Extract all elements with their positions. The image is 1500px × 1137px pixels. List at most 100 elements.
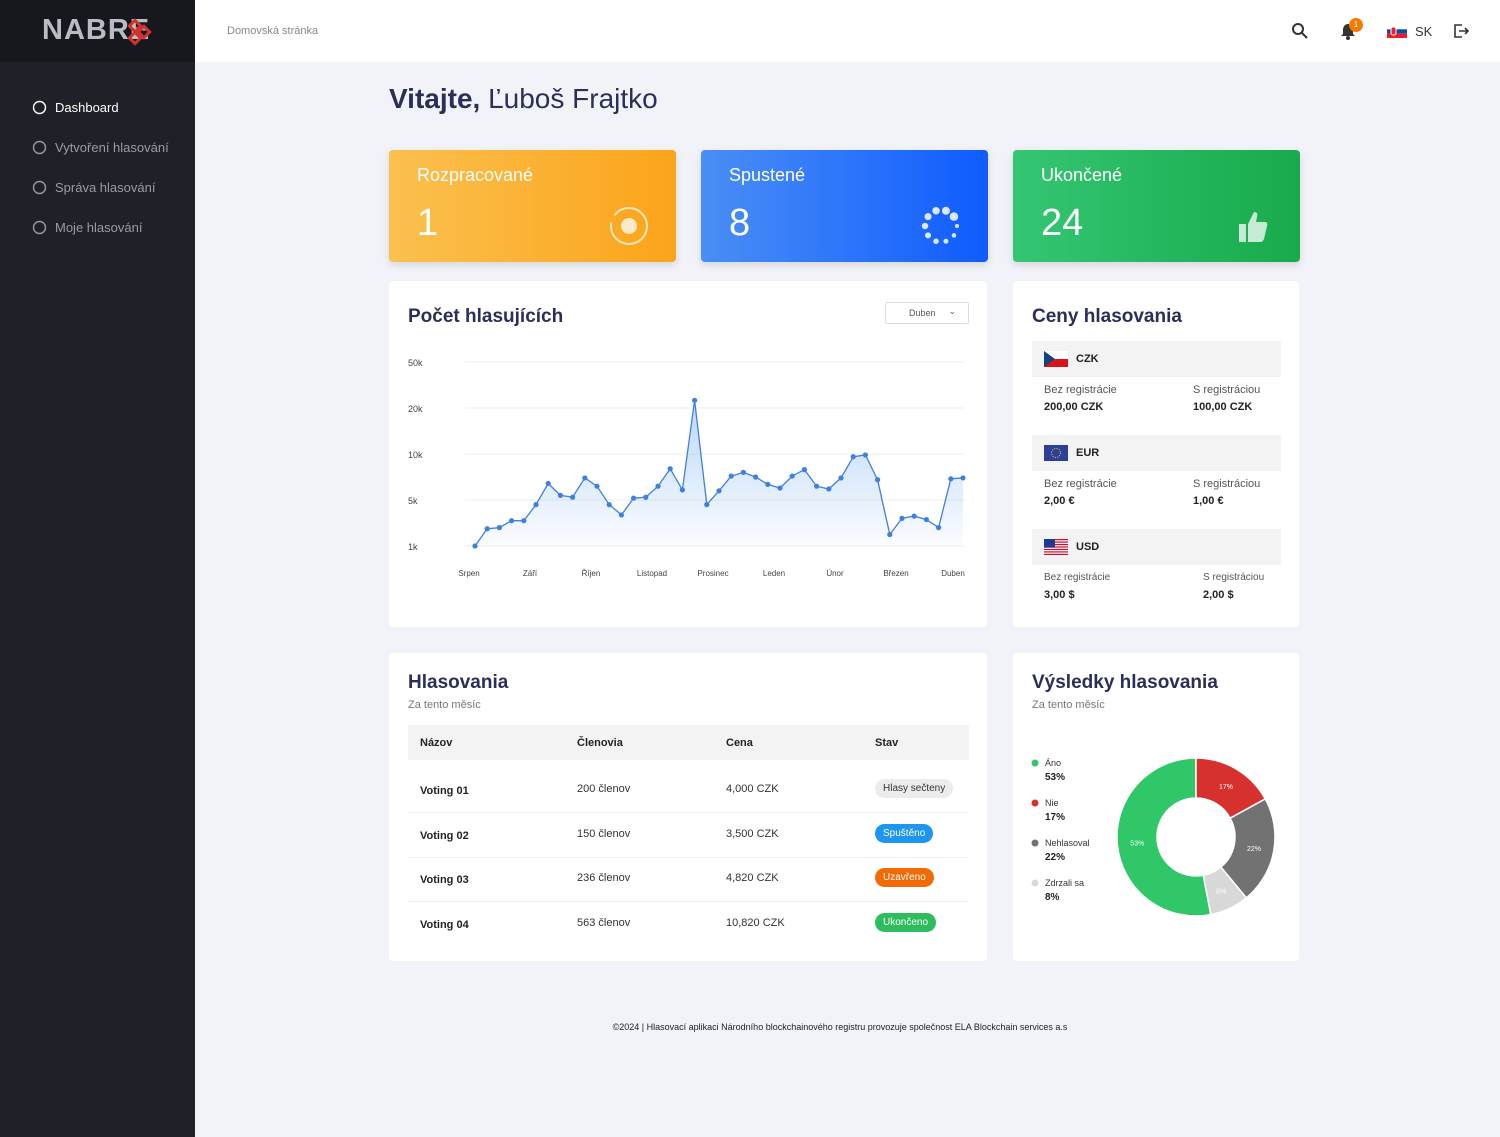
point xyxy=(814,483,820,489)
icon-shape xyxy=(921,222,929,230)
point xyxy=(557,492,563,498)
column-header: Stav xyxy=(875,737,899,749)
price-value: 2,00 € xyxy=(1044,495,1075,507)
table-cell: 10,820 CZK xyxy=(726,916,785,929)
x-tick-label: Duben xyxy=(941,569,965,578)
menu-item[interactable]: Vytvoření hlasování xyxy=(32,140,169,155)
y-tick-label: 1k xyxy=(408,542,418,552)
legend-value: 22% xyxy=(1045,852,1065,863)
logo-area: NABRE xyxy=(0,0,195,62)
legend-label: Áno xyxy=(1045,758,1061,768)
price-label: Bez registrácie xyxy=(1044,478,1117,490)
point xyxy=(887,531,893,538)
voters-card: Počet hlasujících Duben ⌄ 1k 5k 10k 20k 50k Sr… xyxy=(389,281,987,627)
point xyxy=(631,495,637,501)
table-cell: Voting 02 xyxy=(420,829,469,842)
icon-shape xyxy=(32,220,47,235)
stat-label: Spustené xyxy=(729,165,806,185)
point xyxy=(753,474,759,480)
flag-shape xyxy=(1044,539,1055,548)
flag-shape xyxy=(1051,448,1061,458)
donut-slice xyxy=(1202,865,1248,916)
point xyxy=(643,494,649,500)
x-tick-label: Prosinec xyxy=(697,569,728,578)
logout-icon[interactable] xyxy=(1453,23,1469,39)
legend-label: Nehlasoval xyxy=(1045,838,1090,848)
menu-item[interactable]: Moje hlasování xyxy=(32,220,142,235)
flag-shape xyxy=(1044,541,1068,543)
menu-item[interactable]: Správa hlasování xyxy=(32,180,155,195)
flag xyxy=(1044,539,1068,555)
point xyxy=(533,502,539,508)
table-cell: 200 členov xyxy=(577,783,631,795)
x-tick-label: Srpen xyxy=(458,569,479,578)
point xyxy=(496,525,502,531)
topbar: Domovská stránka 1 SK xyxy=(195,0,1500,62)
point xyxy=(570,494,576,500)
price-header: USD xyxy=(1032,529,1281,565)
point xyxy=(484,526,490,532)
flag-shape xyxy=(1044,351,1068,359)
status-badge: Uzavřeno xyxy=(875,868,934,887)
column-header: Členovia xyxy=(577,737,623,749)
card-title: Ceny hlasovania xyxy=(1032,306,1182,327)
menu-label: Dashboard xyxy=(55,100,119,115)
legend-dot xyxy=(1031,759,1039,767)
price-value: 1,00 € xyxy=(1193,495,1224,507)
legend-value: 8% xyxy=(1045,892,1060,903)
stat-label: Ukončené xyxy=(1041,165,1123,185)
point xyxy=(545,480,551,487)
card-subtitle: Za tento měsíc xyxy=(1032,699,1105,711)
logo-icon xyxy=(128,18,152,46)
table-header xyxy=(408,725,969,760)
legend-label: Zdrzali sa xyxy=(1045,878,1084,888)
table-cell: 4,820 CZK xyxy=(726,872,779,884)
x-tick-label: Říjen xyxy=(582,569,601,578)
point xyxy=(960,475,966,481)
card-title: Hlasovania xyxy=(408,672,509,693)
month-filter[interactable]: Duben ⌄ xyxy=(885,302,969,324)
point xyxy=(777,485,783,491)
icon-shape xyxy=(1239,212,1268,242)
table-cell: 3,500 CZK xyxy=(726,827,779,840)
table-cell: 4,000 CZK xyxy=(726,783,779,795)
prices-card: Ceny hlasovania CZK Bez registrácie 200,00… xyxy=(1013,281,1299,627)
point xyxy=(899,515,905,521)
menu-item[interactable]: Dashboard xyxy=(32,100,119,115)
menu-label: Správa hlasování xyxy=(55,180,156,195)
icon-shape xyxy=(949,212,959,221)
sidebar: NABRE Dashboard Vytvoření hlasování Správa… xyxy=(0,0,195,1137)
point xyxy=(692,397,698,403)
icon-shape xyxy=(925,232,932,239)
point xyxy=(606,502,612,508)
search-icon[interactable] xyxy=(1291,22,1309,40)
menu-label: Moje hlasování xyxy=(55,220,143,235)
y-tick-label: 10k xyxy=(408,450,423,460)
breadcrumb[interactable]: Domovská stránka xyxy=(227,25,319,37)
price-header: EUR xyxy=(1032,435,1281,471)
flag xyxy=(1044,445,1068,461)
stat-value: 24 xyxy=(1041,202,1084,244)
icon-shape xyxy=(951,233,957,238)
point xyxy=(582,475,588,481)
currency-code: CZK xyxy=(1076,353,1099,365)
icon-shape xyxy=(610,207,648,245)
y-tick-label: 20k xyxy=(408,404,423,414)
price-label: Bez registrácie xyxy=(1044,384,1117,396)
x-tick-label: Září xyxy=(523,569,538,578)
slice-label: 53% xyxy=(1130,841,1144,848)
icon-shape xyxy=(32,140,47,155)
icon-shape xyxy=(933,238,939,244)
slice-label: 22% xyxy=(1247,846,1261,853)
stat-card: Ukončené 24 xyxy=(1013,150,1300,262)
footer: ©2024 | Hlasovací aplikaci Národního blo… xyxy=(612,1022,1068,1032)
price-value: 100,00 CZK xyxy=(1193,401,1253,413)
icon-shape xyxy=(32,180,47,195)
x-tick-label: Leden xyxy=(763,569,785,578)
currency-code: USD xyxy=(1076,541,1100,553)
stat-icon xyxy=(921,206,959,244)
point xyxy=(655,483,661,489)
language[interactable]: SK xyxy=(1415,24,1433,39)
area xyxy=(475,400,963,546)
point xyxy=(521,518,527,524)
